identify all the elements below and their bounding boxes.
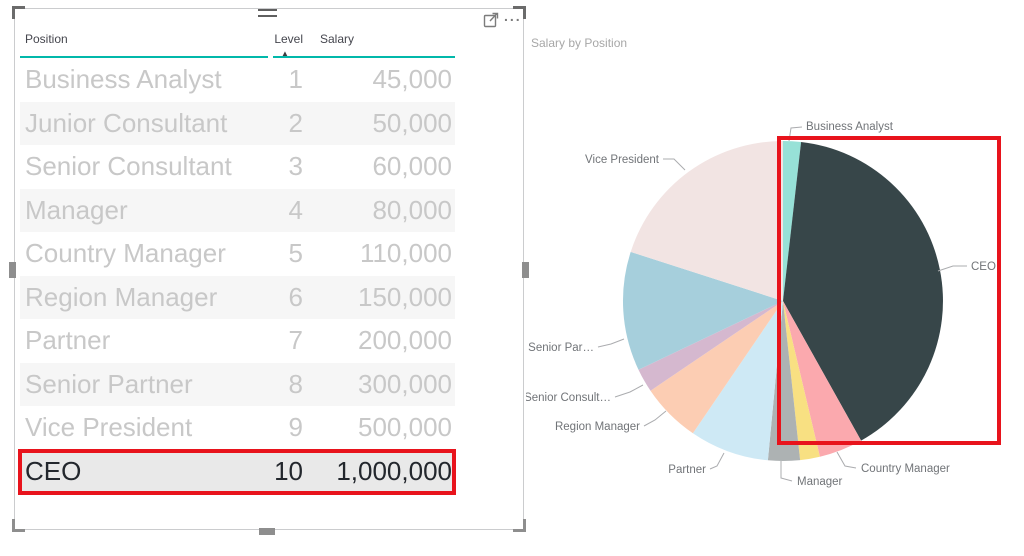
pie-label-leader-line: [836, 451, 857, 469]
table-row[interactable]: Region Manager 6 150,000: [20, 275, 455, 319]
drag-handle-icon[interactable]: [258, 9, 277, 21]
cell-position: Vice President: [25, 412, 193, 442]
column-header-position[interactable]: Position: [25, 32, 68, 46]
pie-slice-partner[interactable]: [692, 301, 783, 461]
cell-position: Partner: [25, 325, 111, 355]
cell-position: Business Analyst: [25, 64, 222, 94]
pie-label-leader-line: [597, 338, 625, 348]
pie-label-ceo: CEO: [971, 261, 996, 273]
pie-label-leader-line: [643, 410, 667, 427]
table-row[interactable]: Senior Partner 8 300,000: [20, 362, 455, 406]
cell-position: CEO: [25, 455, 82, 486]
more-options-icon[interactable]: ...: [504, 8, 522, 24]
cell-salary: 45,000: [372, 64, 452, 94]
pie-slice-senior-partner[interactable]: [622, 251, 783, 370]
pie-label-business-analyst: Business Analyst: [806, 121, 894, 133]
cell-level: 5: [288, 238, 303, 268]
cell-position: Region Manager: [25, 281, 218, 312]
cell-salary: 80,000: [372, 194, 452, 225]
pie-chart-title: Salary by Position: [531, 36, 628, 50]
table-row[interactable]: Senior Consultant 3 60,000: [20, 145, 455, 189]
cell-position: Senior Partner: [25, 368, 193, 399]
cell-level: 4: [288, 194, 303, 225]
pie-label-leader-line: [663, 158, 686, 171]
pie-label-vice-president: Vice President: [585, 154, 660, 166]
cell-level: 8: [288, 368, 303, 399]
pie-slice-senior-consultant[interactable]: [638, 301, 784, 391]
cell-salary: 200,000: [358, 325, 452, 355]
pie-label-leader-line: [788, 126, 803, 142]
cell-level: 1: [288, 64, 303, 94]
cell-level: 6: [288, 281, 303, 312]
pie-label-senior-consultant: Senior Consult…: [524, 392, 611, 404]
cell-salary: 500,000: [358, 412, 452, 442]
pie-label-leader-line: [937, 265, 967, 272]
pie-label-senior-partner: Senior Par…: [528, 342, 594, 354]
table-row[interactable]: Junior Consultant 2 50,000: [20, 101, 455, 145]
pie-slice-manager[interactable]: [767, 301, 801, 462]
cell-level: 2: [288, 107, 303, 138]
cell-level: 7: [288, 325, 303, 355]
cell-position: Junior Consultant: [25, 107, 228, 138]
cell-position: Manager: [25, 194, 128, 225]
cell-salary: 110,000: [359, 238, 452, 268]
cell-position: Country Manager: [25, 238, 226, 268]
pie-label-manager: Manager: [797, 476, 843, 488]
pie-slice-junior-consultant[interactable]: [783, 301, 820, 461]
column-header-salary[interactable]: Salary: [320, 32, 355, 46]
pie-label-leader-line: [614, 384, 644, 398]
resize-handle-bottom-right[interactable]: [513, 519, 526, 532]
resize-handle-bottom-left[interactable]: [12, 519, 25, 532]
pie-slice-country-manager[interactable]: [783, 301, 862, 457]
table-row[interactable]: Country Manager 5 110,000: [20, 232, 455, 276]
cell-salary: 60,000: [372, 151, 452, 181]
table-rows: Business Analyst 1 45,000 Junior Consultant…: [20, 58, 455, 493]
resize-handle-top-left[interactable]: [12, 6, 25, 19]
cell-salary: 1,000,000: [336, 455, 452, 486]
pie-slice-ceo[interactable]: [783, 142, 943, 441]
cell-position: Senior Consultant: [25, 151, 232, 181]
pie-label-region-manager: Region Manager: [555, 421, 640, 433]
resize-handle-bottom[interactable]: [259, 528, 275, 535]
table-row[interactable]: Vice President 9 500,000: [20, 406, 455, 450]
header-underline: [20, 56, 268, 58]
pie-slice-business-analyst[interactable]: [783, 140, 802, 301]
resize-handle-top-right[interactable]: [513, 6, 526, 19]
cell-level: 3: [288, 151, 303, 181]
table-row[interactable]: CEO 10 1,000,000: [20, 449, 455, 493]
table-visual[interactable]: ... Position Level Salary ▲ Business Ana…: [9, 6, 529, 535]
cell-salary: 150,000: [358, 281, 452, 312]
header-underline: [273, 56, 455, 58]
column-header-level[interactable]: Level: [274, 32, 303, 46]
resize-handle-right[interactable]: [522, 262, 529, 278]
resize-handle-left[interactable]: [9, 262, 16, 278]
pie-label-leader-line: [709, 452, 725, 470]
pie-slice-region-manager[interactable]: [650, 301, 784, 434]
cell-level: 9: [288, 412, 303, 442]
pie-label-partner: Partner: [668, 464, 706, 476]
focus-mode-icon[interactable]: [482, 9, 502, 29]
pie-label-leader-line: [780, 461, 793, 482]
table-row[interactable]: Manager 4 80,000: [20, 188, 455, 232]
pie-label-country-manager: Country Manager: [861, 463, 950, 475]
cell-salary: 50,000: [372, 107, 452, 138]
cell-level: 10: [274, 455, 303, 486]
sort-ascending-icon: ▲: [281, 49, 289, 58]
cell-salary: 300,000: [358, 368, 452, 399]
table-row[interactable]: Partner 7 200,000: [20, 319, 455, 363]
table-row[interactable]: Business Analyst 1 45,000: [20, 58, 455, 102]
pie-slice-vice-president[interactable]: [630, 141, 783, 301]
